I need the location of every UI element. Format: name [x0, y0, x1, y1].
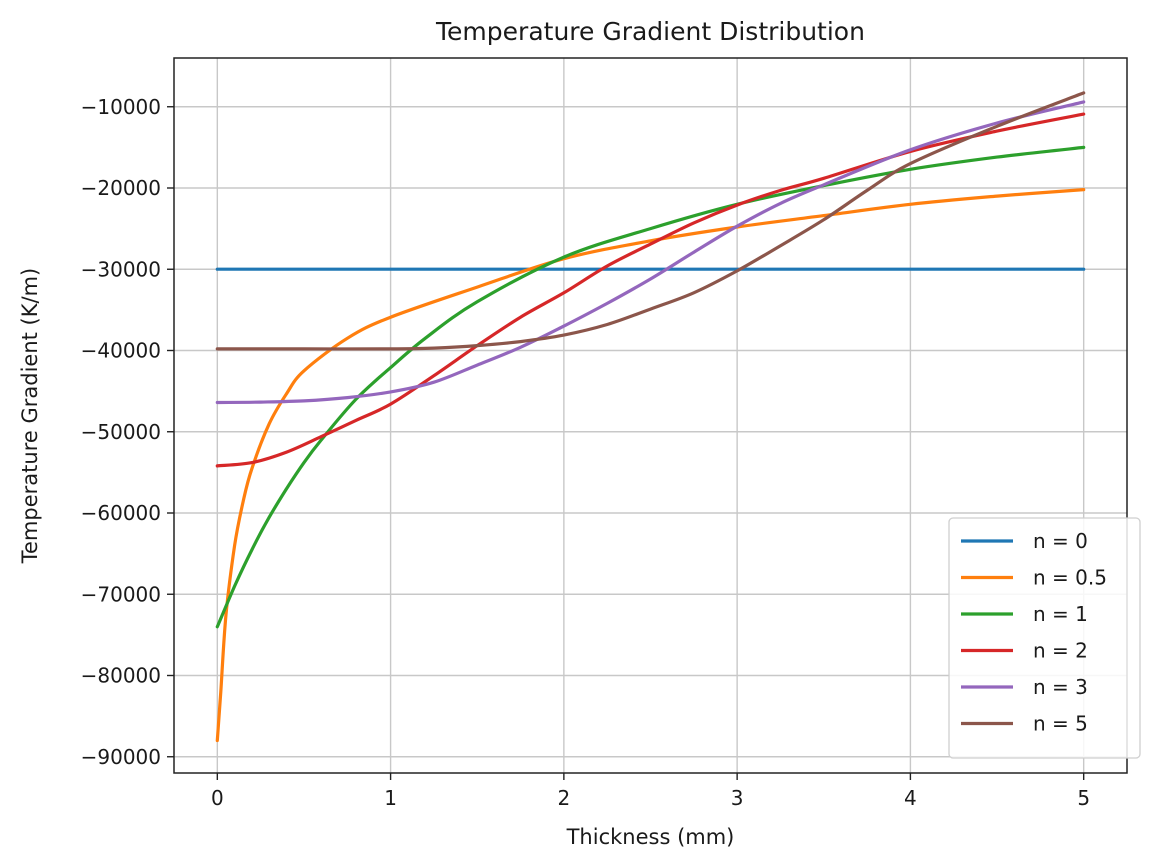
series-line	[215, 100, 1086, 405]
series-line	[215, 112, 1086, 468]
series-line	[215, 91, 1086, 351]
y-tick-label: −30000	[81, 257, 161, 281]
series-layer	[215, 91, 1086, 743]
series-line	[215, 188, 1086, 743]
legend-label: n = 5	[1033, 712, 1088, 736]
y-tick-label: −60000	[81, 501, 161, 525]
y-tick-label: −20000	[81, 176, 161, 200]
y-tick-label: −10000	[81, 95, 161, 119]
series-line	[215, 145, 1086, 629]
legend-label: n = 0	[1033, 529, 1088, 553]
y-tick-label: −70000	[81, 582, 161, 606]
legend: n = 0 n = 0.5 n = 1 n = 2 n = 3 n = 5	[948, 517, 1141, 759]
legend-label: n = 0.5	[1033, 566, 1107, 590]
chart-title: Temperature Gradient Distribution	[435, 17, 865, 46]
x-tick-label: 4	[904, 786, 917, 810]
x-tick-label: 2	[557, 786, 570, 810]
tick-layer: 0 1 2 3 4 5 −90000 −80000 −70000 −60000 −50000 −400…	[81, 95, 1090, 810]
y-tick-label: −90000	[81, 745, 161, 769]
grid-layer	[174, 58, 1127, 773]
legend-label: n = 3	[1033, 675, 1088, 699]
x-tick-label: 0	[211, 786, 224, 810]
legend-label: n = 1	[1033, 602, 1088, 626]
legend-label: n = 2	[1033, 639, 1088, 663]
y-tick-label: −40000	[81, 339, 161, 363]
x-tick-label: 3	[731, 786, 744, 810]
plot-frame	[173, 57, 1128, 774]
y-tick-label: −50000	[81, 420, 161, 444]
x-axis-label: Thickness (mm)	[566, 825, 735, 849]
x-tick-label: 5	[1077, 786, 1090, 810]
x-tick-label: 1	[384, 786, 397, 810]
y-axis-label: Temperature Gradient (K/m)	[18, 268, 42, 564]
y-tick-label: −80000	[81, 664, 161, 688]
